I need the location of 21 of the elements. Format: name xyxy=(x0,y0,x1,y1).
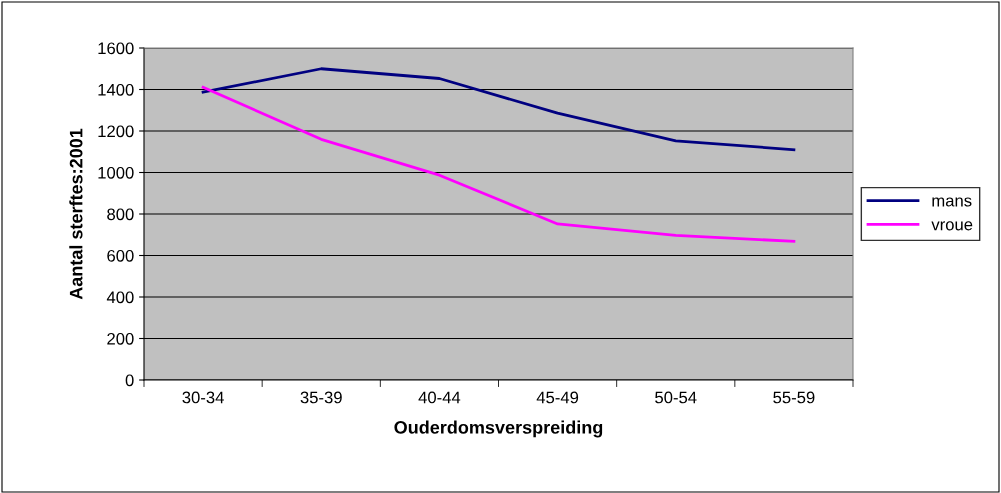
x-axis-title: Ouderdomsverspreiding xyxy=(394,420,603,438)
x-tick-label: 50-54 xyxy=(655,391,697,404)
y-tick-label: 800 xyxy=(107,208,134,221)
y-tick-label: 200 xyxy=(107,332,134,345)
x-tick-label: 55-59 xyxy=(773,391,815,404)
y-axis-title: Aantal sterftes:2001 xyxy=(69,128,83,300)
x-tick-label: 40-44 xyxy=(418,391,461,404)
x-tick-label: 45-49 xyxy=(536,391,579,404)
line-series xyxy=(201,67,796,152)
y-tick-label: 1200 xyxy=(98,125,134,138)
x-tick-label: 30-34 xyxy=(182,391,224,404)
line-series xyxy=(201,85,796,243)
y-tick-label: 1000 xyxy=(98,166,134,179)
y-tick-label: 1400 xyxy=(98,83,134,96)
legend-label: vroue xyxy=(931,221,973,231)
y-tick-label: 600 xyxy=(107,249,134,262)
y-tick-label: 1600 xyxy=(98,42,134,55)
legend-label: mans xyxy=(932,197,972,207)
x-tick-label: 35-39 xyxy=(300,391,342,404)
y-tick-label: 400 xyxy=(106,291,134,304)
y-tick-label: 0 xyxy=(125,374,134,387)
